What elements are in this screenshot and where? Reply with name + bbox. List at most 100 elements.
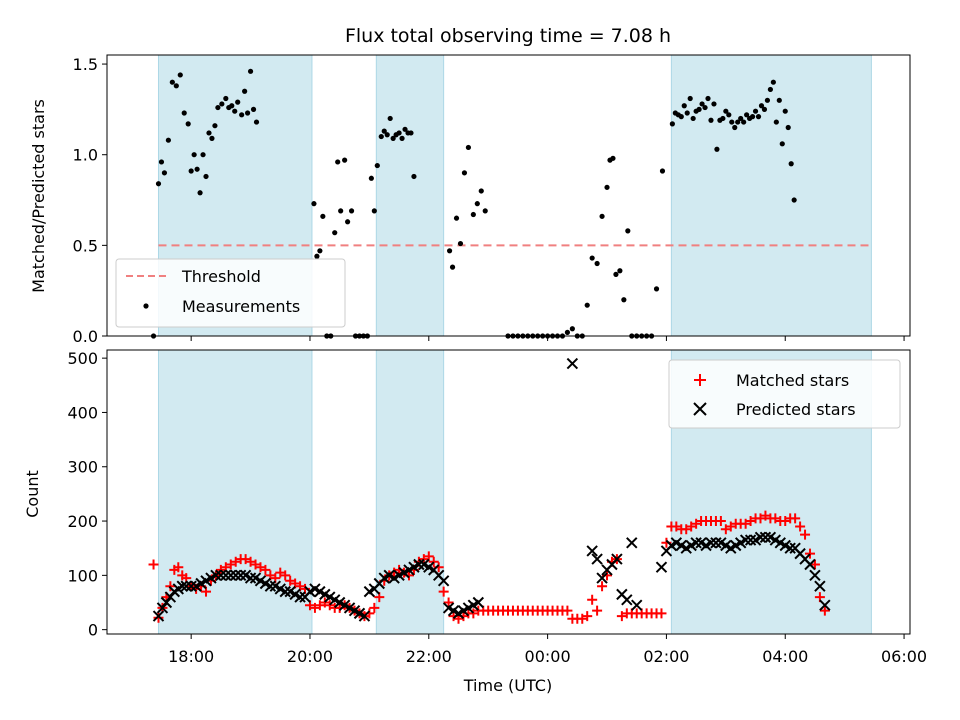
x-tick-label: 00:00	[525, 647, 571, 666]
measurement-point	[773, 119, 779, 125]
bottom-y-axis-label: Count	[23, 470, 42, 518]
predicted-star-point	[294, 591, 306, 603]
y-tick-label: 0	[88, 621, 98, 640]
measurement-point	[604, 184, 610, 190]
measurement-point	[402, 126, 408, 132]
bottom-legend: Matched stars Predicted stars	[668, 359, 901, 429]
bottom-x-axis: 18:00 20:00 22:00 00:00 02:00 04:00 06:00	[168, 634, 927, 666]
y-tick-label: 0.5	[73, 236, 98, 255]
measurement-point	[345, 219, 351, 225]
measurement-point	[470, 211, 476, 218]
measurement-point	[461, 170, 468, 176]
measurement-point	[173, 83, 179, 89]
top-y-axis: 0.0 0.5 1.0 1.5	[73, 55, 107, 346]
predicted-star-point	[160, 596, 173, 609]
measurement-point	[335, 159, 341, 165]
measurement-point	[239, 112, 245, 118]
matched-star-point	[804, 548, 815, 559]
predicted-star-point	[234, 569, 247, 582]
predicted-star-point	[759, 531, 772, 544]
matched-star-point	[587, 594, 598, 605]
predicted-star-point	[804, 558, 816, 571]
predicted-star-point	[626, 537, 638, 549]
measurement-point	[482, 208, 488, 214]
measurement-point	[314, 253, 320, 259]
predicted-stars-series	[152, 357, 831, 622]
x-tick-label: 22:00	[406, 647, 452, 666]
measurement-point	[569, 326, 575, 332]
predicted-star-point	[655, 561, 668, 573]
y-tick-label: 1.5	[73, 55, 98, 74]
measurement-point	[659, 168, 666, 174]
measurement-point	[711, 101, 717, 107]
bottom-y-axis: 0 100 200 300 400 500	[67, 349, 107, 640]
matched-star-point	[715, 516, 726, 527]
measurement-point	[690, 115, 696, 122]
predicted-star-point	[472, 596, 485, 609]
bottom-legend-box	[668, 359, 901, 429]
measurement-point	[209, 135, 215, 141]
measurement-point	[446, 248, 453, 254]
predicted-star-point	[176, 580, 188, 592]
measurement-point	[212, 123, 218, 129]
legend-measurements-label: Measurements	[182, 297, 300, 316]
measurement-point	[708, 117, 714, 123]
predicted-star-point	[264, 580, 277, 592]
measurement-point	[200, 152, 206, 158]
legend-measurements-swatch	[143, 303, 149, 309]
measurement-point	[378, 133, 384, 140]
predicted-star-point	[690, 537, 702, 549]
measurement-point	[788, 161, 794, 167]
measurement-point	[755, 114, 762, 120]
measurement-point	[185, 121, 191, 127]
measurement-point	[594, 260, 600, 267]
predicted-star-point	[814, 580, 826, 592]
measurement-point	[311, 201, 317, 207]
shaded-interval	[375, 54, 445, 337]
measurement-point	[191, 152, 197, 158]
matched-star-point	[165, 581, 176, 592]
measurement-point	[242, 88, 248, 94]
predicted-star-point	[279, 585, 291, 598]
matched-star-point	[369, 602, 380, 613]
measurement-point	[770, 79, 776, 85]
measurement-point	[317, 248, 323, 254]
measurement-point	[785, 124, 791, 131]
measurement-point	[194, 166, 200, 172]
measurement-point	[244, 110, 251, 116]
matched-star-point	[148, 559, 159, 570]
predicted-star-point	[754, 531, 767, 544]
predicted-star-point	[596, 572, 608, 584]
measurement-point	[699, 101, 705, 107]
measurement-point	[188, 168, 194, 174]
measurement-point	[232, 108, 238, 114]
measurement-point	[181, 110, 187, 116]
measurement-point	[687, 95, 693, 102]
measurement-point	[368, 175, 374, 181]
matched-star-point	[597, 581, 608, 592]
matched-star-point	[790, 513, 801, 524]
measurement-point	[465, 144, 471, 151]
y-tick-label: 0.0	[73, 327, 98, 346]
predicted-star-point	[710, 537, 722, 549]
measurement-point	[411, 173, 417, 180]
measurement-point	[332, 230, 338, 236]
measurement-point	[165, 137, 171, 143]
measurement-point	[155, 181, 162, 187]
matched-star-point	[153, 612, 164, 623]
measurement-point	[384, 132, 390, 138]
predicted-star-point	[185, 580, 197, 592]
measurement-point	[371, 208, 377, 214]
measurement-point	[219, 101, 225, 107]
predicted-star-point	[225, 569, 237, 582]
predicted-star-point	[744, 534, 757, 546]
matched-star-point	[260, 564, 271, 575]
measurement-point	[732, 124, 738, 131]
measurement-point	[177, 72, 183, 78]
top-x-axis-ticks	[190, 336, 905, 341]
measurement-point	[669, 121, 675, 127]
top-legend-box	[115, 258, 346, 328]
measurement-point	[613, 271, 619, 277]
measurement-point	[702, 104, 708, 111]
measurement-point	[610, 155, 616, 161]
